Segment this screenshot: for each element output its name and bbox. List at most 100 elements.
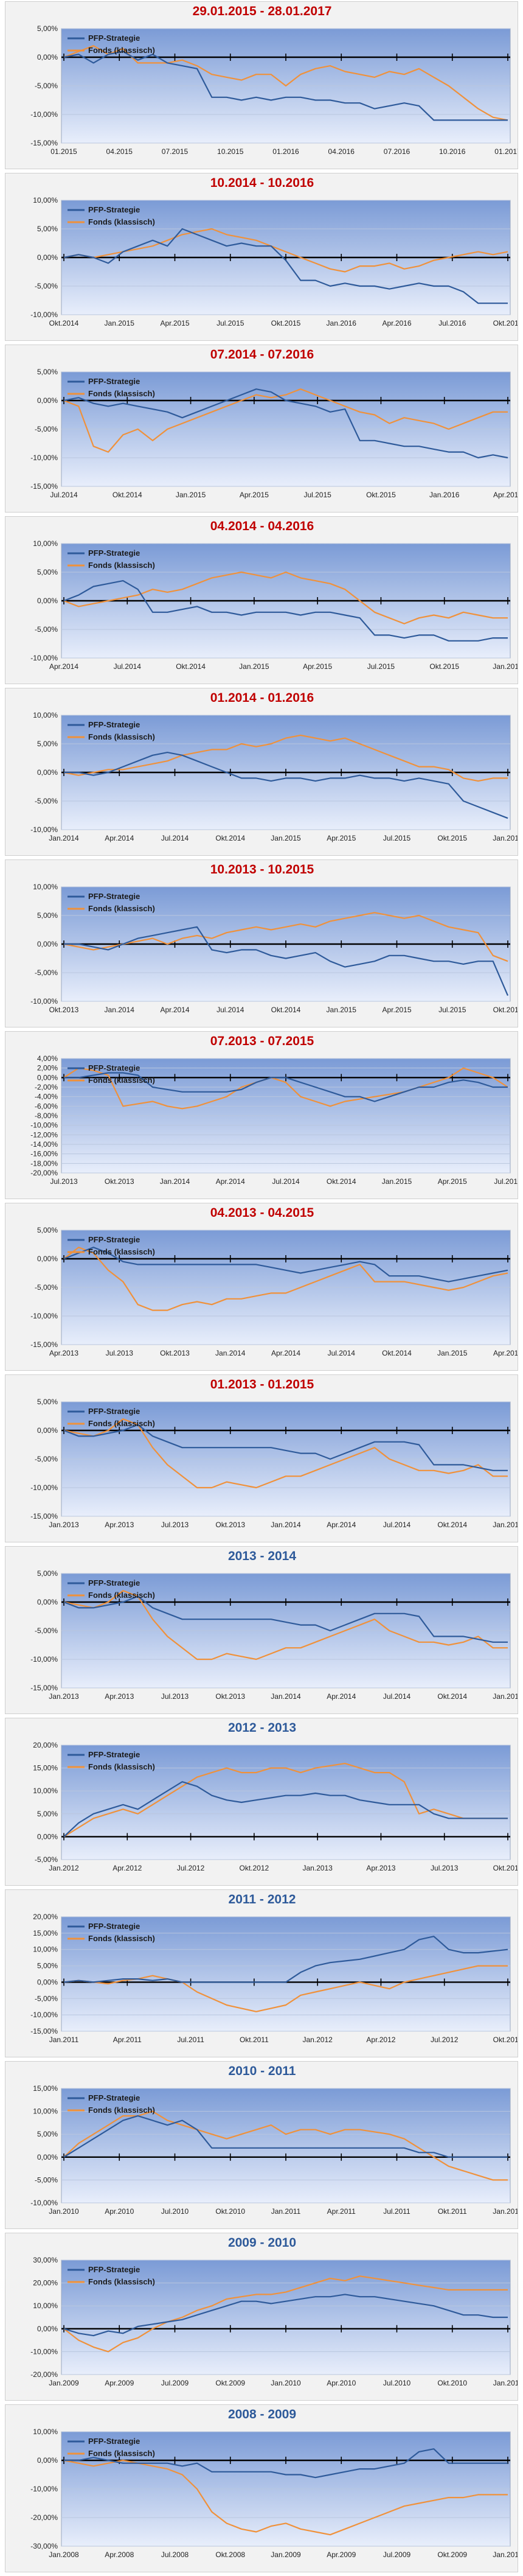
legend: PFP-Strategie Fonds (klassisch): [68, 33, 155, 55]
x-tick-label: Jan.2015: [437, 1349, 468, 1357]
legend-label: Fonds (klassisch): [88, 561, 155, 570]
legend-label: Fonds (klassisch): [88, 217, 155, 226]
x-tick-label: Apr.2014: [327, 1692, 356, 1701]
y-tick-label: -14,00%: [30, 1140, 58, 1149]
x-tick-label: Okt.2015: [493, 1006, 518, 1014]
legend-label: Fonds (klassisch): [88, 1591, 155, 1600]
chart-title: 04.2013 - 04.2015: [210, 1206, 314, 1220]
y-tick-label: -10,00%: [30, 1483, 58, 1492]
chart-panel: 2011 - 2012 20,00% 15,00% 10,00% 5,00% 0,00% -…: [5, 1889, 518, 2057]
y-tick-label: -10,00%: [30, 997, 58, 1006]
legend-label: Fonds (klassisch): [88, 1247, 155, 1256]
x-tick-label: Jan.2013: [49, 1521, 79, 1529]
x-tick-label: Apr.2011: [113, 2035, 142, 2044]
chart-svg: 5,00% 0,00% -5,00% -10,00% -15,00%Jan.2013 Ap…: [30, 1398, 518, 1529]
x-tick-label: Jan.2014: [271, 1692, 301, 1701]
x-tick-label: Jul.2014: [50, 491, 78, 499]
x-tick-label: Okt.2012: [240, 1864, 269, 1872]
x-tick-label: Jan.2015: [493, 1521, 518, 1529]
legend: PFP-Strategie Fonds (klassisch): [68, 205, 155, 226]
chart-panel: 10.2013 - 10.2015 10,00% 5,00% 0,00% -5,00% -…: [5, 859, 518, 1027]
legend: PFP-Strategie Fonds (klassisch): [68, 1750, 155, 1771]
chart-svg: 20,00% 15,00% 10,00% 5,00% 0,00% -5,00% -10,00…: [30, 1913, 518, 2044]
y-tick-label: -30,00%: [30, 2542, 58, 2550]
x-tick-label: Apr.2015: [327, 834, 356, 842]
x-tick-label: Jul.2012: [177, 1864, 205, 1872]
x-tick-label: 01.2016: [272, 147, 299, 156]
chart-panel: 01.2014 - 01.2016 10,00% 5,00% 0,00% -5,00% -…: [5, 688, 518, 856]
x-tick-label: Apr.2015: [303, 662, 332, 671]
x-tick-label: Jan.2015: [271, 834, 301, 842]
x-tick-label: Jul.2016: [438, 319, 466, 327]
x-tick-label: Okt.2014: [215, 834, 245, 842]
x-tick-label: Apr.2012: [366, 2035, 395, 2044]
x-tick-label: Okt.2009: [215, 2379, 245, 2387]
legend: PFP-Strategie Fonds (klassisch): [68, 1578, 155, 1600]
legend-label: PFP-Strategie: [88, 1578, 140, 1587]
y-tick-label: -20,00%: [30, 2513, 58, 2522]
plot-area: [61, 2088, 511, 2203]
y-tick-label: 20,00%: [33, 1741, 58, 1749]
chart-title: 2008 - 2009: [227, 2407, 297, 2421]
chart-panel: 2009 - 2010 30,00% 20,00% 10,00% 0,00% -10,00…: [5, 2233, 518, 2401]
legend-label: PFP-Strategie: [88, 1407, 140, 1416]
y-tick-label: -5,00%: [35, 2175, 58, 2184]
x-tick-label: Apr.2010: [105, 2207, 134, 2216]
series-line-pfp: [63, 2294, 508, 2337]
legend-label: Fonds (klassisch): [88, 1419, 155, 1428]
x-tick-label: Okt.2012: [493, 2035, 518, 2044]
x-tick-label: Jul.2015: [438, 1006, 466, 1014]
y-tick-label: -4,00%: [35, 1093, 58, 1101]
chart-panel: 2008 - 2009 10,00% 0,00% -10,00% -20,00% -30,…: [5, 2404, 518, 2572]
x-tick-label: Jan.2009: [49, 2379, 79, 2387]
x-tick-label: Jan.2008: [49, 2550, 79, 2559]
y-tick-label: 5,00%: [37, 1810, 58, 1818]
chart-title: 2010 - 2011: [228, 2064, 296, 2078]
x-tick-label: Jul.2013: [161, 1692, 189, 1701]
x-tick-label: Okt.2014: [327, 1177, 356, 1186]
x-tick-label: Okt.2014: [113, 491, 142, 499]
y-tick-label: -5,00%: [35, 968, 58, 977]
y-tick-label: -5,00%: [35, 1994, 58, 2003]
x-tick-label: 10.2015: [217, 147, 244, 156]
y-tick-label: -10,00%: [30, 1655, 58, 1664]
y-tick-label: -20,00%: [30, 2370, 58, 2379]
y-tick-label: 15,00%: [33, 1929, 58, 1937]
chart-svg: 5,00% 0,00% -5,00% -10,00% -15,00%01.2015 04.…: [30, 24, 518, 156]
legend-label: PFP-Strategie: [88, 2265, 140, 2274]
x-tick-label: Apr.2016: [382, 319, 411, 327]
y-tick-label: -8,00%: [35, 1111, 58, 1120]
chart-svg: 15,00%10,00%5,00%0,00%-5,00%-10,00%Jan.2…: [30, 2084, 518, 2216]
x-tick-label: Jan.2010: [271, 2379, 301, 2387]
y-tick-label: 0,00%: [37, 2153, 58, 2161]
x-tick-label: Jan.2015: [327, 1006, 357, 1014]
x-tick-label: Okt.2013: [105, 1177, 134, 1186]
y-tick-label: -10,00%: [30, 2347, 58, 2356]
legend-label: Fonds (klassisch): [88, 389, 155, 398]
chart-svg: 5,00% 0,00% -5,00% -10,00% -15,00%Jan.2013 Ap…: [30, 1569, 518, 1701]
legend: PFP-Strategie Fonds (klassisch): [68, 2437, 155, 2458]
y-tick-label: -5,00%: [35, 82, 58, 90]
y-tick-label: 0,00%: [37, 396, 58, 405]
y-tick-label: -10,00%: [30, 453, 58, 462]
x-tick-label: Okt.2010: [215, 2207, 245, 2216]
chart-title: 2013 - 2014: [227, 1549, 297, 1563]
y-tick-label: -5,00%: [35, 425, 58, 433]
x-tick-label: Jul.2015: [494, 1177, 518, 1186]
y-tick-label: 5,00%: [37, 24, 58, 33]
legend-label: Fonds (klassisch): [88, 46, 155, 55]
y-tick-label: 10,00%: [33, 883, 58, 891]
y-tick-label: -10,00%: [30, 2011, 58, 2019]
legend: PFP-Strategie Fonds (klassisch): [68, 1063, 155, 1085]
y-tick-label: 30,00%: [33, 2256, 58, 2264]
y-tick-label: 10,00%: [33, 2427, 58, 2436]
y-tick-label: 5,00%: [37, 911, 58, 920]
x-tick-label: Jul.2013: [161, 1521, 189, 1529]
chart-svg: 30,00%20,00%10,00%0,00%-10,00%-20,00%Jan…: [30, 2256, 518, 2387]
x-tick-label: Jan.2014: [160, 1177, 190, 1186]
x-tick-label: Jan.2009: [271, 2550, 301, 2559]
y-tick-label: -20,00%: [30, 1169, 58, 1177]
x-tick-label: Apr.2013: [105, 1521, 134, 1529]
x-tick-label: Apr.2016: [493, 491, 518, 499]
x-tick-label: Jul.2013: [50, 1177, 78, 1186]
